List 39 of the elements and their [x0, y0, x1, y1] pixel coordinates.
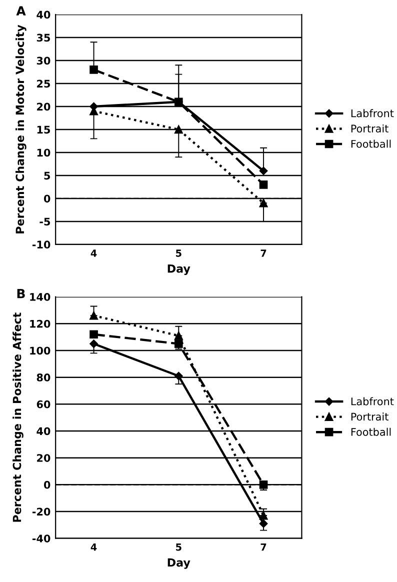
y-axis-title: Percent Change in Positive Affect	[12, 312, 24, 522]
y-tick-label: 35	[36, 34, 50, 42]
x-tick-label: 5	[176, 544, 182, 551]
y-tick-label: 25	[37, 80, 50, 88]
y-tick-label: 30	[36, 56, 50, 65]
y-tick-label: -20	[32, 508, 50, 516]
y-tick-label: 40	[36, 10, 50, 19]
x-tick-label: 4	[90, 250, 97, 257]
y-tick-label: 15	[37, 126, 50, 134]
y-tick-label: 60	[36, 400, 50, 408]
legend-label: Football	[351, 428, 391, 436]
x-tick-label: 4	[90, 544, 97, 551]
y-tick-label: 40	[36, 427, 50, 436]
y-tick-label: 80	[36, 374, 50, 382]
x-axis-title: Day	[168, 264, 190, 276]
y-axis-title: Percent Change in Motor Velocity	[16, 24, 26, 234]
legend-label: Labfront	[351, 109, 394, 118]
y-tick-label: 0	[44, 194, 50, 203]
legend-label: Portrait	[351, 124, 388, 133]
y-tick-label: -5	[40, 218, 50, 226]
y-tick-label: 0	[44, 480, 50, 489]
x-tick-label: 7	[260, 250, 266, 257]
x-tick-label: 5	[176, 250, 182, 257]
legend-label: Labfront	[351, 397, 394, 406]
chart-title: B	[17, 289, 25, 298]
y-tick-label: 5	[44, 172, 50, 180]
y-tick-label: 20	[37, 454, 50, 462]
legend-label: Football	[351, 140, 391, 148]
chart-title: A	[16, 6, 26, 16]
x-tick-label: 7	[260, 544, 266, 551]
y-tick-label: 20	[37, 102, 50, 111]
y-tick-label: 140	[30, 293, 50, 301]
y-tick-label: 120	[30, 320, 50, 328]
y-tick-label: -40	[32, 534, 50, 542]
legend-label: Portrait	[351, 412, 388, 421]
x-axis-title: Day	[168, 558, 190, 569]
y-tick-label: -10	[32, 240, 50, 249]
y-tick-label: 10	[37, 148, 50, 157]
y-tick-label: 100	[30, 346, 50, 355]
